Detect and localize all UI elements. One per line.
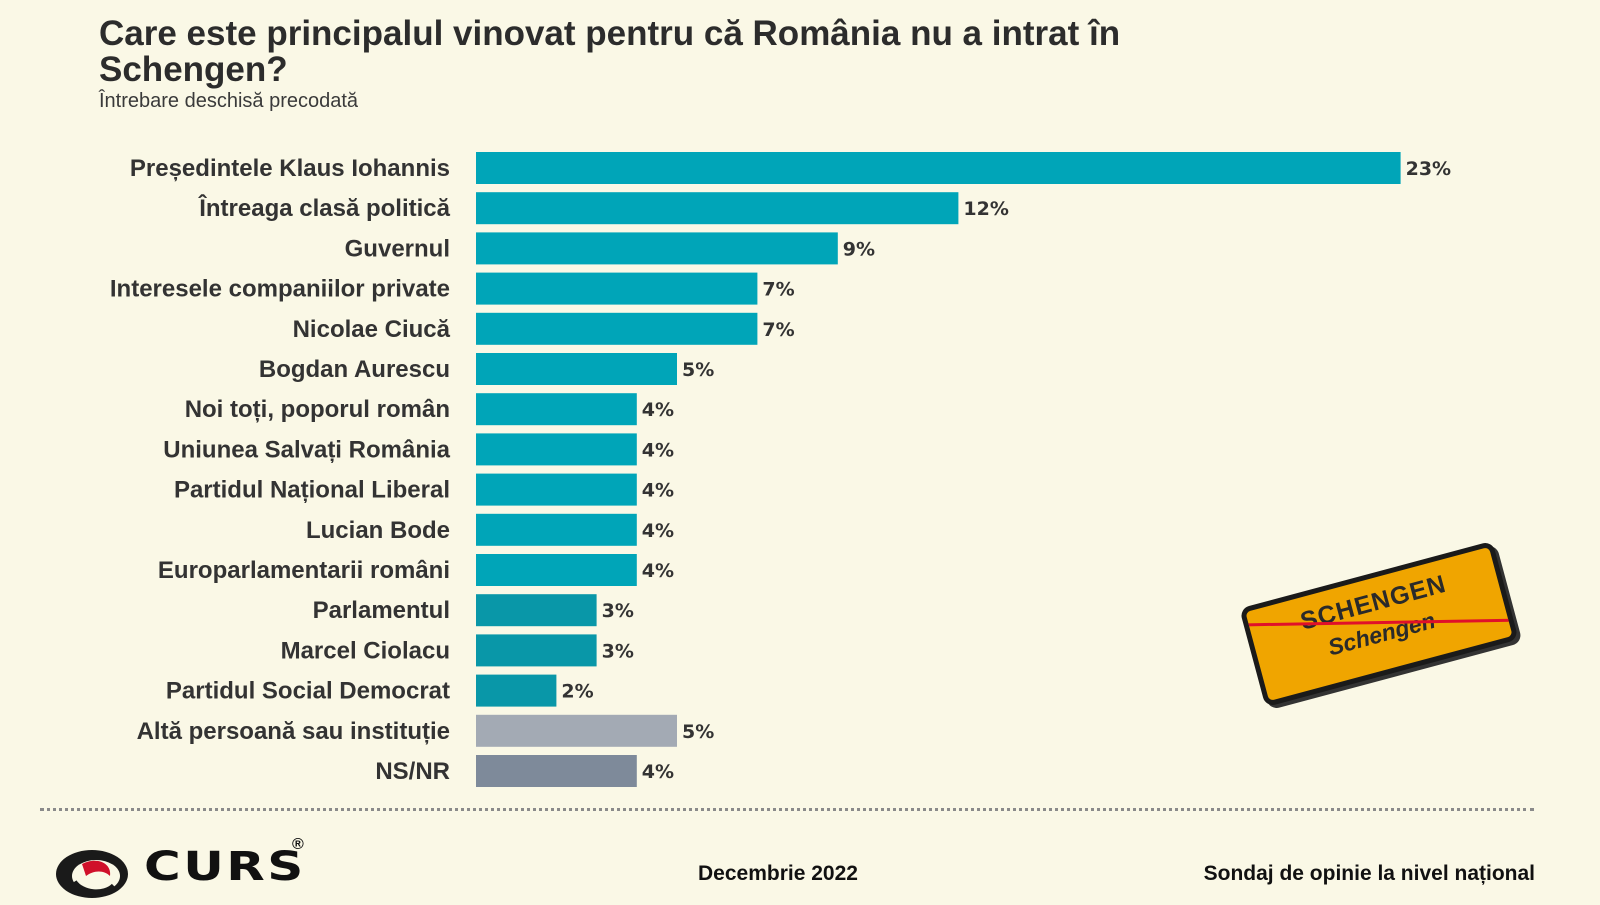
value-label: 7% bbox=[762, 319, 794, 341]
value-label: 4% bbox=[642, 399, 674, 421]
category-label: Nicolae Ciucă bbox=[293, 316, 451, 343]
bar bbox=[476, 272, 758, 305]
value-label: 12% bbox=[963, 198, 1008, 220]
bar bbox=[476, 513, 637, 546]
bar bbox=[476, 353, 677, 385]
value-label: 2% bbox=[561, 681, 593, 703]
value-label: 4% bbox=[642, 520, 674, 542]
registered-mark: ® bbox=[292, 836, 304, 853]
category-label: Președintele Klaus Iohannis bbox=[130, 155, 450, 182]
chart-title: Care este principalul vinovat pentru că … bbox=[99, 14, 1121, 89]
bar bbox=[476, 312, 758, 345]
category-label: Europarlamentarii români bbox=[158, 557, 450, 584]
category-label: Uniunea Salvați România bbox=[163, 436, 450, 463]
category-label: Întreaga clasă politică bbox=[198, 194, 450, 222]
bar bbox=[476, 755, 637, 787]
category-label: Guvernul bbox=[345, 235, 450, 262]
category-label: Bogdan Aurescu bbox=[259, 356, 450, 383]
value-label: 4% bbox=[642, 480, 674, 502]
value-label: 23% bbox=[1406, 158, 1451, 180]
bar bbox=[476, 433, 637, 466]
value-label: 3% bbox=[602, 600, 634, 622]
category-label: Noi toți, poporul român bbox=[185, 396, 450, 423]
curs-logo: CURS ® bbox=[52, 836, 304, 900]
value-label: 3% bbox=[602, 640, 634, 662]
value-label: 9% bbox=[843, 238, 875, 260]
category-label: Partidul Social Democrat bbox=[166, 678, 450, 705]
category-label: Partidul Național Liberal bbox=[174, 477, 450, 504]
value-label: 4% bbox=[642, 560, 674, 582]
bar bbox=[476, 594, 597, 627]
bar bbox=[476, 714, 677, 747]
category-label: Parlamentul bbox=[313, 597, 450, 624]
category-label: Altă persoană sau instituție bbox=[137, 718, 450, 745]
value-label: 4% bbox=[642, 761, 674, 783]
bar bbox=[476, 152, 1401, 184]
value-label: 5% bbox=[682, 359, 714, 381]
category-label: NS/NR bbox=[375, 758, 450, 785]
bar bbox=[476, 232, 838, 265]
curs-logo-icon bbox=[56, 850, 128, 898]
curs-logo-text: CURS bbox=[144, 844, 306, 890]
bar bbox=[476, 473, 637, 506]
bar bbox=[476, 393, 637, 426]
value-label: 7% bbox=[762, 279, 794, 301]
category-label: Lucian Bode bbox=[306, 517, 450, 544]
bar bbox=[476, 554, 637, 586]
bar-chart: Președintele Klaus Iohannis 23% Întreaga c… bbox=[110, 152, 1451, 787]
footer-date: Decembrie 2022 bbox=[698, 862, 858, 885]
category-label: Interesele companiilor private bbox=[110, 276, 450, 303]
footer-source: Sondaj de opinie la nivel național bbox=[1203, 862, 1535, 885]
bar bbox=[476, 192, 959, 225]
footer-divider bbox=[40, 808, 1534, 811]
bar bbox=[476, 674, 557, 707]
value-label: 5% bbox=[682, 721, 714, 743]
category-label: Marcel Ciolacu bbox=[281, 637, 450, 664]
value-label: 4% bbox=[642, 439, 674, 461]
chart-subtitle: Întrebare deschisă precodată bbox=[99, 90, 359, 112]
bar bbox=[476, 634, 597, 667]
